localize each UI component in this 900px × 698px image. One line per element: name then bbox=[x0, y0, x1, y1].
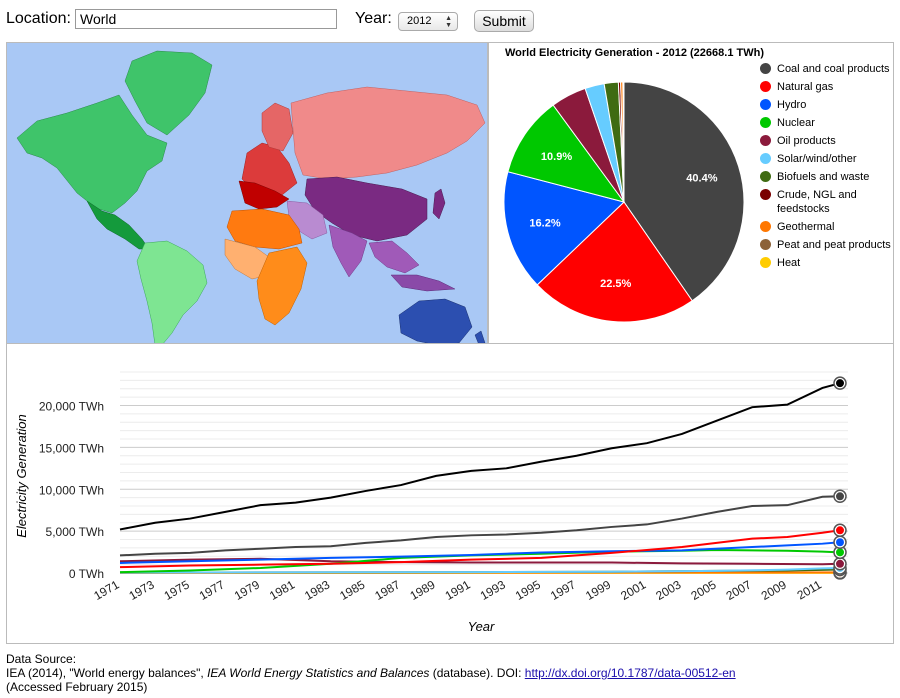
scandinavia-region bbox=[261, 102, 294, 152]
x-tick-label: 1995 bbox=[513, 577, 543, 603]
legend-swatch bbox=[760, 189, 771, 200]
x-tick-label: 2011 bbox=[795, 577, 825, 602]
submit-button[interactable]: Submit bbox=[474, 10, 534, 32]
series-line[interactable] bbox=[119, 495, 841, 557]
x-tick-label: 1993 bbox=[478, 577, 508, 603]
south-asia-region bbox=[328, 224, 368, 278]
source-heading: Data Source: bbox=[6, 652, 77, 666]
legend-label: Heat bbox=[777, 257, 801, 269]
australia-region bbox=[398, 298, 473, 343]
western-europe-region bbox=[238, 180, 290, 210]
series-end-marker-dot bbox=[836, 548, 844, 557]
y-tick-label: 20,000 TWh bbox=[39, 400, 104, 414]
world-map[interactable] bbox=[6, 42, 488, 344]
x-tick-label: 1997 bbox=[548, 577, 578, 603]
series-line[interactable] bbox=[119, 529, 841, 569]
legend-label: Nuclear bbox=[777, 117, 815, 129]
stepper-arrows-icon: ▲ ▼ bbox=[445, 15, 452, 29]
legend-label: Natural gas bbox=[777, 81, 834, 93]
y-axis-label: Electricity Generation bbox=[14, 414, 29, 538]
x-tick-label: 1983 bbox=[302, 577, 332, 603]
legend-label: Solar/wind/other bbox=[777, 153, 857, 165]
source-citation: IEA (2014), "World energy balances", IEA… bbox=[6, 666, 736, 680]
line-chart-panel bbox=[6, 343, 894, 644]
legend-label: Oil products bbox=[777, 135, 836, 147]
legend-swatch bbox=[760, 171, 771, 182]
top-form: Location: Year: 2012 ▲▼ Submit bbox=[0, 0, 900, 42]
legend-swatch bbox=[760, 99, 771, 110]
year-label: Year: bbox=[355, 10, 392, 27]
legend-swatch bbox=[760, 153, 771, 164]
new-zealand-region bbox=[474, 330, 486, 343]
x-tick-label: 1977 bbox=[197, 577, 227, 603]
series-end-marker-dot bbox=[836, 492, 844, 501]
x-tick-label: 1975 bbox=[162, 577, 192, 603]
southeast-asia-region bbox=[368, 240, 420, 274]
series-end-marker-dot bbox=[836, 538, 844, 547]
legend-swatch bbox=[760, 221, 771, 232]
russia-region bbox=[290, 86, 486, 180]
x-tick-label: 2009 bbox=[759, 577, 789, 603]
southern-africa-region bbox=[256, 246, 308, 326]
x-tick-label: 1987 bbox=[372, 577, 402, 603]
y-tick-label: 15,000 TWh bbox=[39, 441, 104, 455]
north-africa-region bbox=[226, 208, 303, 250]
location-input[interactable] bbox=[75, 9, 337, 29]
series-end-marker-dot bbox=[836, 526, 844, 535]
x-tick-label: 2007 bbox=[724, 577, 754, 603]
legend-label: Coal and coal products bbox=[777, 63, 890, 75]
x-tick-label: 2001 bbox=[618, 577, 648, 603]
south-america-region bbox=[136, 240, 208, 343]
legend-swatch bbox=[760, 63, 771, 74]
legend-label: Geothermal bbox=[777, 221, 835, 233]
year-select[interactable]: 2012 ▲ ▼ bbox=[398, 12, 458, 31]
legend-swatch bbox=[760, 81, 771, 92]
indonesia-region bbox=[390, 274, 456, 292]
series-line[interactable] bbox=[119, 382, 841, 531]
north-america-region bbox=[16, 94, 168, 214]
y-tick-label: 5,000 TWh bbox=[46, 525, 104, 539]
x-tick-label: 1981 bbox=[267, 577, 297, 603]
series-end-marker-dot bbox=[836, 559, 844, 568]
series-line[interactable] bbox=[119, 566, 841, 574]
legend-label: Hydro bbox=[777, 99, 807, 111]
x-tick-label: 1985 bbox=[337, 577, 367, 603]
citation-text-c: (database). DOI: bbox=[429, 666, 525, 680]
legend-swatch bbox=[760, 239, 771, 250]
x-tick-label: 1979 bbox=[232, 577, 262, 603]
citation-text-a: IEA (2014), "World energy balances", bbox=[6, 666, 208, 680]
series-end-marker-dot bbox=[836, 379, 844, 388]
x-tick-label: 1973 bbox=[126, 577, 156, 603]
x-axis-label: Year bbox=[468, 619, 495, 634]
japan-region bbox=[432, 188, 446, 220]
location-label: Location: bbox=[6, 10, 71, 27]
x-tick-label: 1991 bbox=[443, 577, 473, 603]
legend-swatch bbox=[760, 135, 771, 146]
y-tick-label: 0 TWh bbox=[69, 567, 104, 581]
y-tick-label: 10,000 TWh bbox=[39, 483, 104, 497]
x-tick-label: 1989 bbox=[407, 577, 437, 603]
x-tick-label: 2003 bbox=[653, 577, 683, 603]
x-tick-label: 2005 bbox=[688, 577, 718, 603]
legend-label: Biofuels and waste bbox=[777, 171, 870, 183]
legend-swatch bbox=[760, 257, 771, 268]
world-map-svg bbox=[16, 50, 486, 343]
series-line[interactable] bbox=[119, 541, 841, 564]
greenland-region bbox=[124, 50, 213, 136]
legend-label: Crude, NGL and feedstocks bbox=[777, 189, 857, 215]
year-select-value: 2012 bbox=[407, 15, 432, 27]
source-accessed: (Accessed February 2015) bbox=[6, 680, 148, 694]
legend-swatch bbox=[760, 117, 771, 128]
x-tick-label: 1999 bbox=[583, 577, 613, 603]
doi-link[interactable]: http://dx.doi.org/10.1787/data-00512-en bbox=[524, 666, 736, 680]
x-tick-label: 1971 bbox=[91, 577, 121, 603]
citation-text-b: IEA World Energy Statistics and Balances bbox=[207, 666, 430, 680]
legend-label: Peat and peat products bbox=[777, 239, 891, 251]
